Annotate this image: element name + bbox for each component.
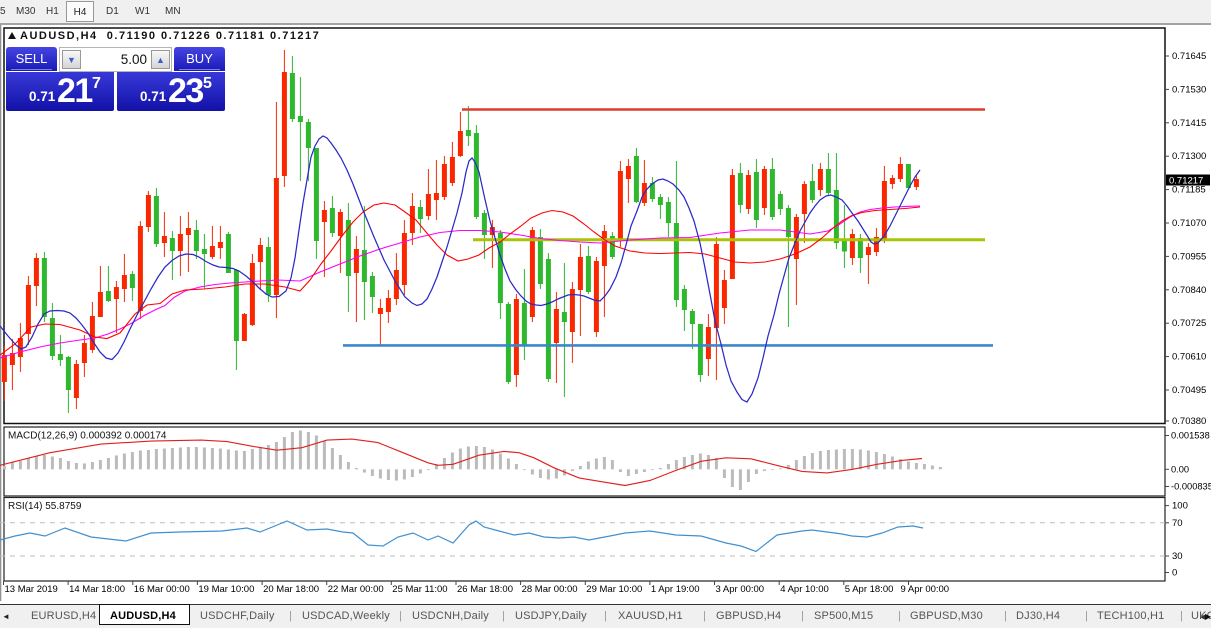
svg-text:26 Mar 18:00: 26 Mar 18:00 [457, 584, 513, 595]
svg-text:20 Mar 18:00: 20 Mar 18:00 [263, 584, 319, 595]
svg-text:0.70955: 0.70955 [1172, 251, 1206, 262]
svg-text:0.70495: 0.70495 [1172, 385, 1206, 396]
svg-text:0.00: 0.00 [1171, 464, 1189, 474]
svg-text:1 Apr 19:00: 1 Apr 19:00 [651, 584, 700, 595]
svg-text:MACD(12,26,9) 0.000392 0.00017: MACD(12,26,9) 0.000392 0.000174 [8, 431, 167, 442]
svg-text:30: 30 [1172, 551, 1183, 562]
svg-text:0.71645: 0.71645 [1172, 51, 1206, 62]
svg-text:0.70380: 0.70380 [1172, 416, 1206, 427]
svg-text:0.71530: 0.71530 [1172, 84, 1206, 95]
svg-text:0.70840: 0.70840 [1172, 285, 1206, 296]
svg-text:0: 0 [1172, 568, 1177, 579]
svg-text:70: 70 [1172, 518, 1183, 529]
svg-text:100: 100 [1172, 501, 1188, 512]
svg-text:-0.000835: -0.000835 [1171, 482, 1211, 492]
svg-text:0.71185: 0.71185 [1172, 185, 1206, 196]
svg-text:16 Mar 00:00: 16 Mar 00:00 [134, 584, 190, 595]
svg-text:22 Mar 00:00: 22 Mar 00:00 [328, 584, 384, 595]
svg-text:14 Mar 18:00: 14 Mar 18:00 [69, 584, 125, 595]
svg-text:0.71415: 0.71415 [1172, 118, 1206, 129]
svg-text:0.71300: 0.71300 [1172, 151, 1206, 162]
svg-text:25 Mar 11:00: 25 Mar 11:00 [392, 584, 447, 595]
svg-text:29 Mar 10:00: 29 Mar 10:00 [586, 584, 642, 595]
svg-text:0.70610: 0.70610 [1172, 352, 1206, 363]
svg-text:0.70725: 0.70725 [1172, 318, 1206, 329]
svg-text:4 Apr 10:00: 4 Apr 10:00 [780, 584, 829, 595]
svg-text:5 Apr 18:00: 5 Apr 18:00 [845, 584, 894, 595]
svg-text:13 Mar 2019: 13 Mar 2019 [5, 584, 58, 595]
svg-text:9 Apr 00:00: 9 Apr 00:00 [901, 584, 950, 595]
svg-text:RSI(14) 55.8759: RSI(14) 55.8759 [8, 501, 82, 512]
svg-text:0.001538: 0.001538 [1171, 431, 1210, 441]
svg-text:19 Mar 10:00: 19 Mar 10:00 [198, 584, 254, 595]
svg-text:0.71070: 0.71070 [1172, 218, 1206, 229]
svg-text:0.71217: 0.71217 [1169, 176, 1203, 187]
svg-text:28 Mar 00:00: 28 Mar 00:00 [522, 584, 578, 595]
svg-text:3 Apr 00:00: 3 Apr 00:00 [716, 584, 765, 595]
